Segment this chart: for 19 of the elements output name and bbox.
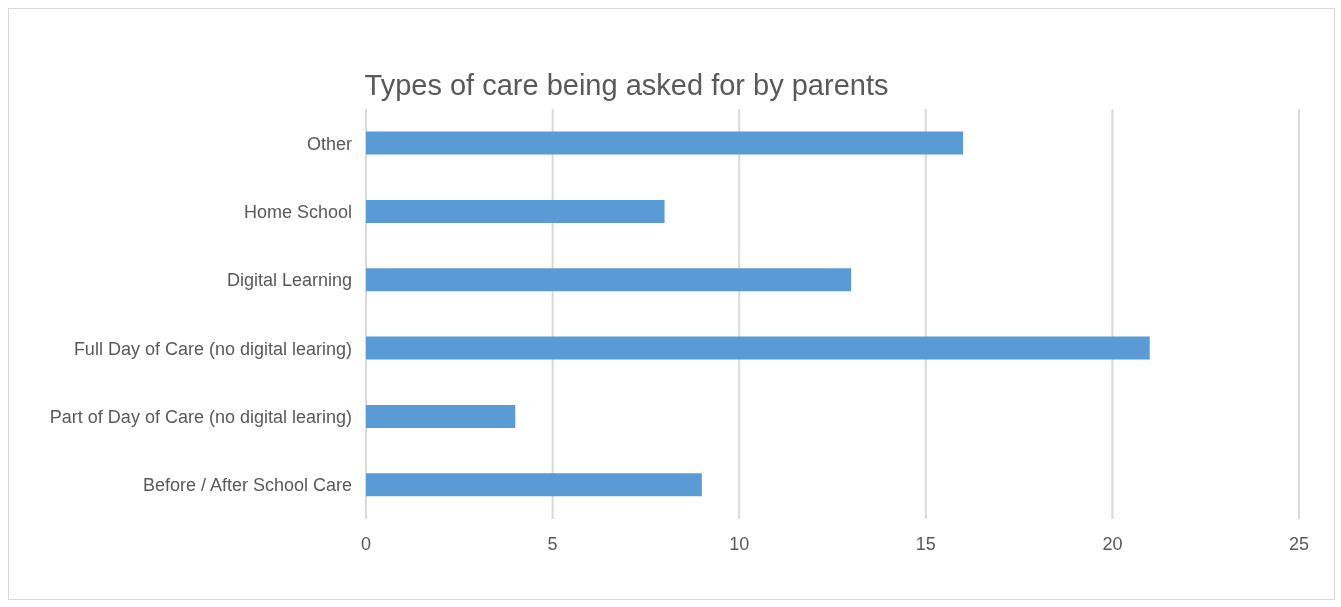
x-tick-label: 15 xyxy=(915,533,936,554)
bar xyxy=(366,199,665,223)
x-tick-label: 10 xyxy=(729,533,750,554)
chart-title: Types of care being asked for by parents xyxy=(363,69,890,102)
y-tick-label: Other xyxy=(306,133,352,154)
x-tick-label: 20 xyxy=(1102,533,1123,554)
y-tick-label: Part of Day of Care (no digital learing) xyxy=(49,406,352,427)
y-tick-label: Full Day of Care (no digital learing) xyxy=(73,338,352,359)
bar xyxy=(366,268,852,292)
bar xyxy=(366,404,516,428)
y-tick-label: Before / After School Care xyxy=(142,475,352,496)
y-tick-label: Digital Learning xyxy=(226,270,352,291)
y-tick-label: Home School xyxy=(243,201,352,222)
x-tick-label: 0 xyxy=(360,533,372,554)
bar xyxy=(366,131,964,155)
bar xyxy=(366,336,1150,360)
x-tick-label: 5 xyxy=(547,533,558,554)
x-tick-label: 25 xyxy=(1288,533,1310,554)
bar xyxy=(366,473,702,497)
